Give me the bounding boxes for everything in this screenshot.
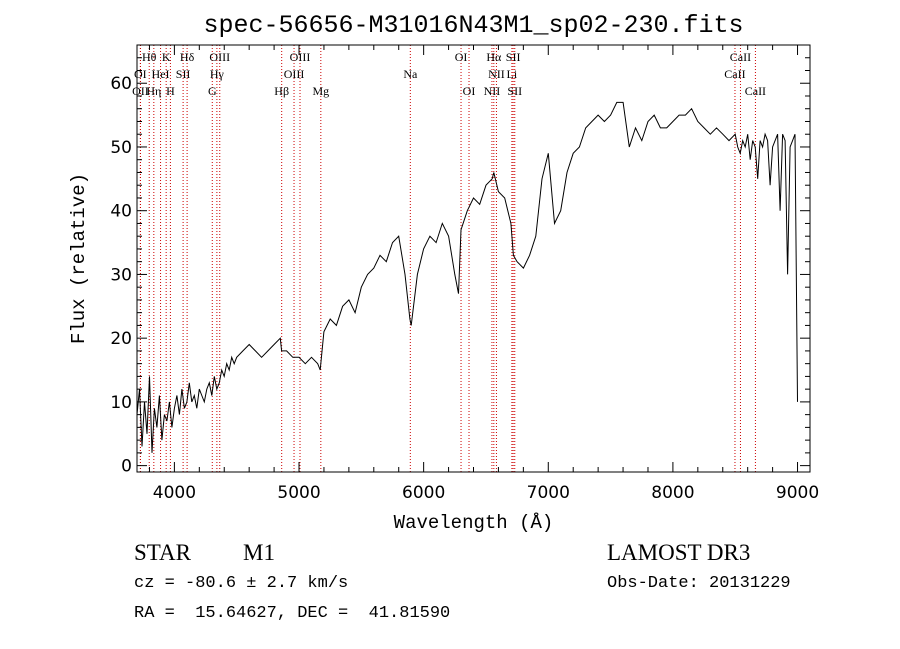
survey-name: LAMOST DR3 bbox=[607, 540, 751, 565]
line-marker-label-26: SII bbox=[507, 84, 522, 98]
line-marker-label-10: HeI bbox=[152, 67, 170, 81]
x-tick-label-2: 6000 bbox=[402, 483, 445, 503]
y-tick-label-4: 40 bbox=[110, 202, 132, 222]
redshift-velocity: cz = -80.6 ± 2.7 km/s bbox=[134, 574, 349, 593]
x-tick-label-3: 7000 bbox=[527, 483, 570, 503]
line-marker-label-12: Hγ bbox=[210, 67, 225, 81]
line-marker-label-20: H bbox=[166, 84, 175, 98]
line-marker-label-2: Hδ bbox=[180, 50, 195, 64]
line-marker-label-27: CaII bbox=[745, 84, 766, 98]
observation-date: Obs-Date: 20131229 bbox=[607, 574, 791, 593]
line-marker-label-1: K bbox=[162, 50, 171, 64]
line-marker-label-4: OIII bbox=[290, 50, 311, 64]
line-marker-label-18: OII bbox=[132, 84, 149, 98]
x-axis-label: Wavelength (Å) bbox=[394, 512, 554, 534]
x-tick-label-4: 8000 bbox=[651, 483, 694, 503]
line-marker-label-5: OI bbox=[455, 50, 468, 64]
coordinates: RA = 15.64627, DEC = 41.81590 bbox=[134, 604, 451, 623]
x-tick-label-5: 9000 bbox=[776, 483, 819, 503]
chart-title: spec-56656-M31016N43M1_sp02-230.fits bbox=[203, 11, 743, 40]
line-marker-label-19: Hη bbox=[146, 84, 161, 98]
y-axis-label: Flux (relative) bbox=[68, 173, 90, 344]
y-tick-label-5: 50 bbox=[110, 138, 132, 158]
line-marker-label-21: G bbox=[208, 84, 217, 98]
line-marker-label-6: Hα bbox=[486, 50, 502, 64]
line-marker-label-8: CaII bbox=[730, 50, 751, 64]
line-marker-label-9: OI bbox=[134, 67, 147, 81]
line-marker-label-24: OI bbox=[463, 84, 476, 98]
line-marker-label-16: Li bbox=[507, 67, 518, 81]
line-marker-label-0: Hθ bbox=[142, 50, 157, 64]
y-tick-label-2: 20 bbox=[110, 329, 132, 349]
y-tick-label-3: 30 bbox=[110, 265, 132, 285]
y-tick-label-6: 60 bbox=[110, 74, 132, 94]
line-marker-label-23: Mg bbox=[312, 84, 329, 98]
plot-frame bbox=[136, 44, 811, 473]
y-tick-label-0: 0 bbox=[121, 457, 132, 477]
line-marker-label-22: Hβ bbox=[274, 84, 289, 98]
line-marker-label-14: Na bbox=[403, 67, 418, 81]
object-subclass: M1 bbox=[243, 540, 275, 565]
line-marker-label-3: OIII bbox=[209, 50, 230, 64]
line-marker-label-7: SII bbox=[506, 50, 521, 64]
line-marker-label-17: CaII bbox=[724, 67, 745, 81]
line-marker-label-15: NII bbox=[488, 67, 505, 81]
x-tick-label-1: 5000 bbox=[277, 483, 320, 503]
line-marker-label-11: SII bbox=[176, 67, 191, 81]
x-tick-label-0: 4000 bbox=[153, 483, 196, 503]
y-tick-label-1: 10 bbox=[110, 393, 132, 413]
line-marker-label-13: OIII bbox=[284, 67, 305, 81]
line-marker-label-25: NII bbox=[484, 84, 501, 98]
object-class: STAR bbox=[134, 540, 191, 565]
spectrum-line bbox=[136, 101, 798, 453]
